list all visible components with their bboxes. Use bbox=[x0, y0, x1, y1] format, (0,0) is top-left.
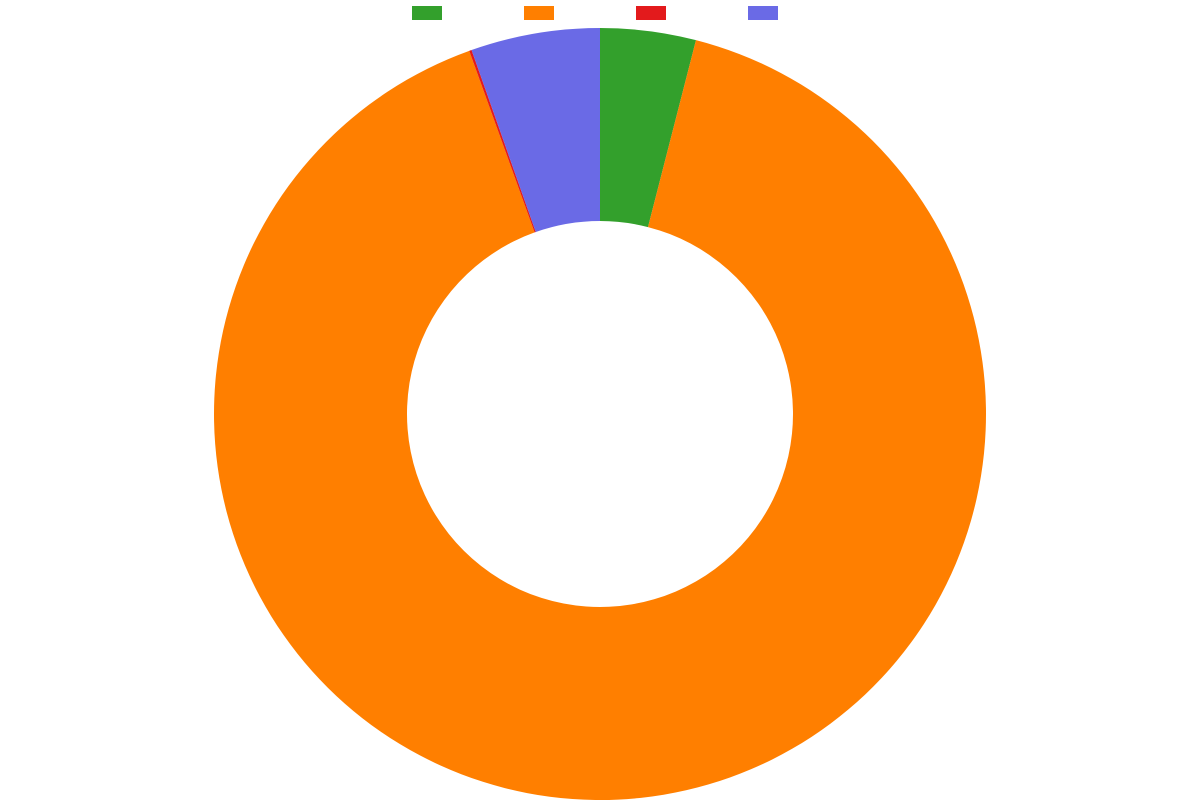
legend-label-2 bbox=[672, 6, 676, 20]
legend-item-0 bbox=[412, 6, 452, 20]
legend bbox=[0, 6, 1200, 20]
legend-swatch-3 bbox=[748, 6, 778, 20]
legend-item-2 bbox=[636, 6, 676, 20]
legend-label-1 bbox=[560, 6, 564, 20]
donut-chart bbox=[0, 28, 1200, 800]
legend-label-0 bbox=[448, 6, 452, 20]
legend-swatch-0 bbox=[412, 6, 442, 20]
legend-label-3 bbox=[784, 6, 788, 20]
chart-container bbox=[0, 0, 1200, 800]
legend-swatch-1 bbox=[524, 6, 554, 20]
legend-item-3 bbox=[748, 6, 788, 20]
legend-swatch-2 bbox=[636, 6, 666, 20]
legend-item-1 bbox=[524, 6, 564, 20]
